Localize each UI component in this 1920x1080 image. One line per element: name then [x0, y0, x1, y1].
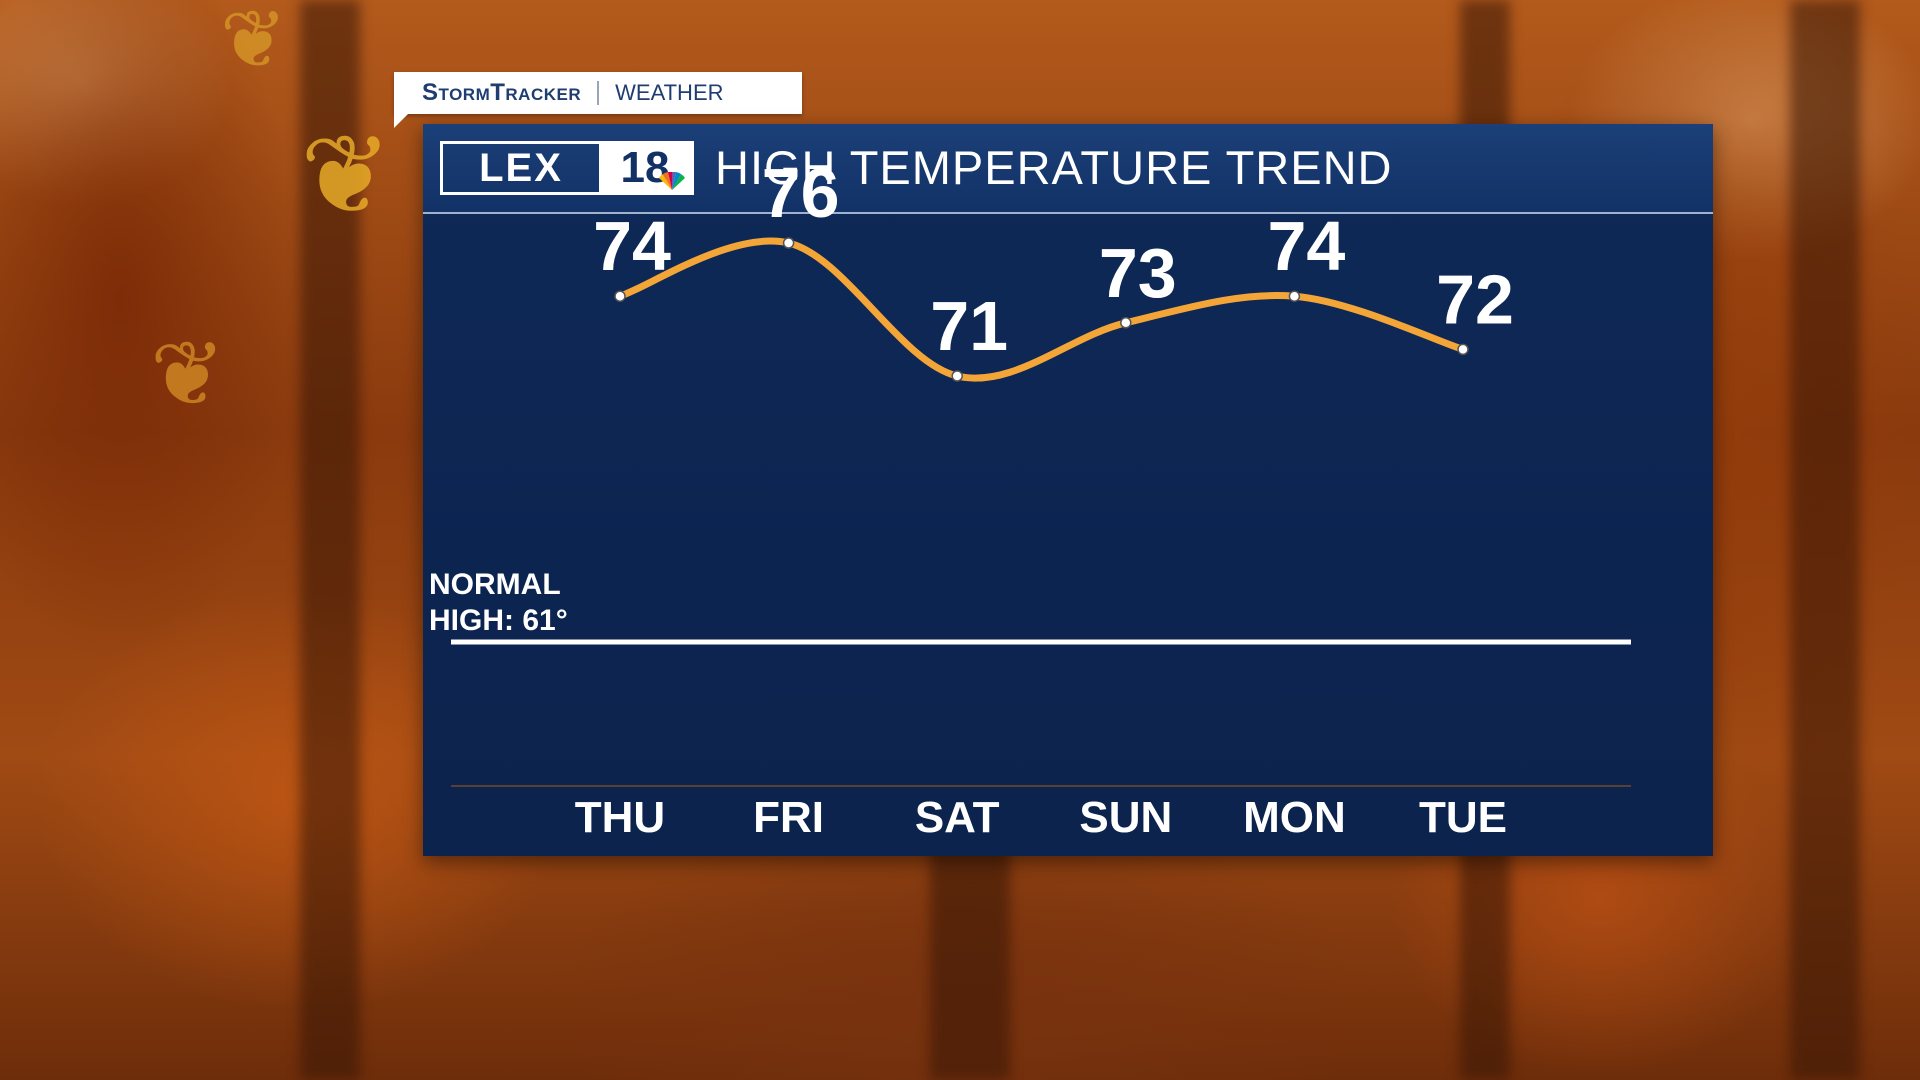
data-label-sun: 73 [1099, 234, 1177, 312]
data-points [614, 237, 1469, 382]
brand-section: WEATHER [615, 80, 724, 105]
data-point-sat [951, 370, 963, 382]
data-label-tue: 72 [1436, 260, 1514, 338]
data-point-mon [1288, 290, 1301, 302]
day-label-thu: THU [575, 793, 665, 842]
data-label-fri: 76 [762, 154, 840, 232]
data-point-tue [1457, 343, 1469, 356]
brand-divider [597, 81, 600, 105]
maple-leaf-icon: ❦ [220, 0, 288, 86]
tree-trunk [300, 0, 360, 1080]
x-tick-labels: THU FRI SAT SUN MON TUE [575, 793, 1507, 842]
station-logo: LEX 18 [440, 141, 694, 195]
day-label-mon: MON [1243, 793, 1346, 842]
day-label-tue: TUE [1419, 793, 1507, 842]
maple-leaf-icon: ❦ [300, 111, 393, 239]
day-label-sat: SAT [915, 793, 1000, 842]
data-label-thu: 74 [593, 207, 671, 285]
data-point-sun [1120, 317, 1132, 329]
forecast-panel: LEX 18 HIGH TEMPERATURE TREND NORMAL HIG… [423, 124, 1713, 856]
chart-title: HIGH TEMPERATURE TREND [715, 141, 1393, 194]
data-labels: 74 76 71 73 74 72 [593, 154, 1514, 365]
peacock-icon [659, 172, 685, 190]
temperature-series-line [616, 237, 1467, 382]
data-point-thu [614, 290, 626, 302]
data-label-mon: 74 [1267, 207, 1345, 285]
stormtracker-weather-tag: StormTracker WEATHER [394, 72, 802, 128]
station-logo-number-box: 18 [599, 143, 691, 192]
temperature-trend-chart: NORMAL HIGH: 61° 74 76 71 73 74 72 THU FRI SAT S… [429, 154, 1631, 842]
day-label-fri: FRI [753, 793, 824, 842]
station-logo-number: 18 [620, 143, 670, 192]
normal-high-label-line2: HIGH: 61° [429, 604, 568, 637]
day-label-sun: SUN [1079, 793, 1172, 842]
normal-high-label-line1: NORMAL [429, 568, 561, 601]
panel-header: LEX 18 HIGH TEMPERATURE TREND [423, 124, 1713, 214]
data-label-sat: 71 [930, 287, 1008, 365]
station-logo-text: LEX [479, 145, 563, 190]
maple-leaf-icon: ❦ [150, 322, 226, 427]
brand-name: StormTracker [422, 79, 582, 106]
tree-trunk [930, 820, 1010, 1080]
data-point-fri [782, 237, 795, 249]
tree-trunk [1790, 0, 1860, 1080]
